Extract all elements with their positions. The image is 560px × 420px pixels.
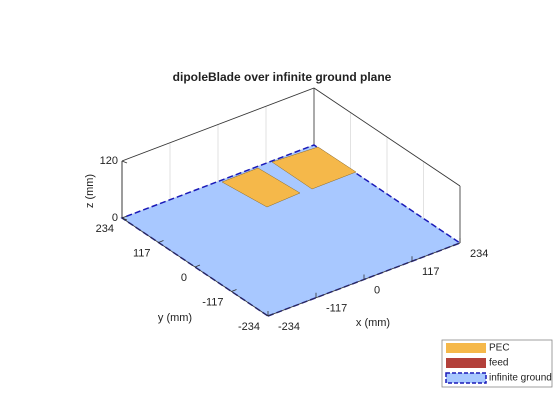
legend-swatch — [445, 372, 487, 384]
legend: PEC feed infinite ground — [441, 339, 553, 388]
z-tick — [121, 217, 128, 221]
box-edge — [121, 87, 315, 162]
y-tick — [267, 313, 274, 317]
pec-patch — [271, 146, 357, 190]
legend-label: infinite ground — [489, 373, 552, 384]
z-tick-label: 120 — [100, 155, 118, 167]
chart-title: dipoleBlade over infinite ground plane — [173, 70, 392, 84]
legend-label: feed — [489, 358, 508, 369]
y-tick-label: 117 — [133, 247, 151, 259]
x-tick-label: -117 — [326, 303, 347, 315]
x-tick-label: 234 — [470, 248, 488, 260]
pec-patches — [221, 146, 357, 208]
y-tick-label: -234 — [238, 321, 260, 333]
y-tick — [194, 264, 201, 268]
y-tick — [158, 240, 164, 243]
y-tick — [231, 289, 237, 292]
y-tick-label: 234 — [96, 223, 114, 235]
y-axis-label: y (mm) — [158, 312, 192, 324]
box-edge — [313, 87, 461, 187]
x-tick-label: -234 — [278, 321, 300, 333]
pec-patch — [221, 167, 301, 208]
z-axis-label: z (mm) — [84, 174, 96, 208]
legend-swatch — [446, 343, 486, 353]
y-tick-label: -117 — [202, 296, 223, 308]
z-tick — [121, 160, 128, 164]
y-tick — [121, 215, 128, 219]
z-tick-label: 0 — [112, 212, 118, 224]
legend-label: PEC — [489, 343, 510, 354]
x-axis-label: x (mm) — [356, 317, 390, 329]
legend-swatch — [446, 358, 486, 368]
y-tick-label: 0 — [181, 272, 187, 284]
x-tick-label: 0 — [374, 284, 380, 296]
x-tick-label: 117 — [422, 266, 440, 278]
